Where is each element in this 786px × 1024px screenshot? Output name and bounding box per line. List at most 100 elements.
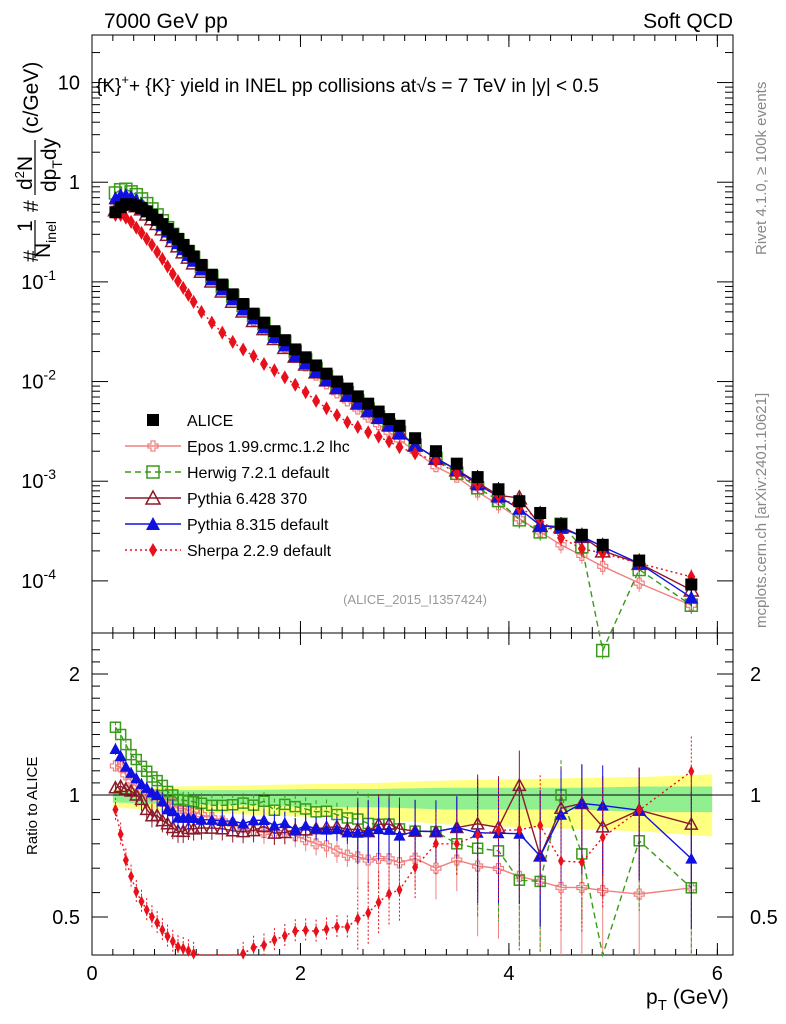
ratio-point-sherpa <box>344 921 351 934</box>
ratio-point-sherpa <box>138 895 145 908</box>
ratio-point-herwig <box>258 795 270 808</box>
data-point-sherpa <box>207 315 216 330</box>
ratio-point-pythia <box>151 789 164 800</box>
side-label-rivet: Rivet 4.1.0, ≥ 100k events <box>753 82 770 255</box>
ratio-point-pythia <box>165 819 181 834</box>
ratio-point-sherpa <box>313 925 320 938</box>
ratio-series-pythia <box>109 743 698 929</box>
ratio-point-pythia <box>187 812 200 824</box>
legend-label-epos: Epos 1.99.crmc.1.2 lhc <box>187 439 350 456</box>
ratio-point-sherpa <box>148 911 155 923</box>
ratio-point-pythia <box>247 814 260 826</box>
ratio-point-sherpa <box>495 824 502 837</box>
ratio-point-epos <box>393 857 406 869</box>
data-point-pythia <box>392 426 407 440</box>
data-point-sherpa <box>374 429 383 444</box>
data-point-pythia <box>329 381 344 395</box>
data-point-alice <box>596 538 609 551</box>
ratio-point-pythia <box>155 813 170 827</box>
ratio-point-pythia <box>160 816 175 830</box>
data-point-pythia <box>408 438 423 452</box>
ratio-point-pythia <box>119 760 132 772</box>
legend-marker-pythia <box>146 517 160 530</box>
ratio-point-sherpa <box>180 942 187 955</box>
ratio-point-sherpa <box>128 870 135 883</box>
ratio-point-sherpa <box>174 940 181 953</box>
data-point-sherpa <box>184 287 193 302</box>
svg-text:d2N: d2N <box>12 156 37 190</box>
ratio-point-pythia <box>134 791 149 806</box>
legend-marker-alice <box>147 414 159 426</box>
data-point-sherpa <box>147 237 156 252</box>
data-point-alice <box>205 268 218 281</box>
ratio-point-epos <box>409 852 421 864</box>
ratio-tick-label-left: 1 <box>69 785 80 807</box>
ratio-point-sherpa <box>281 929 288 942</box>
ratio-point-sherpa <box>302 924 309 937</box>
ratio-point-pythia <box>140 781 153 793</box>
ratio-point-pythia <box>330 823 343 835</box>
ratio-point-pythia <box>237 817 250 829</box>
data-point-pythia <box>371 411 386 425</box>
y-tick-label: 10-1 <box>21 267 56 294</box>
ratio-point-epos <box>115 761 127 773</box>
ratio-point-sherpa <box>688 765 695 778</box>
header-right: Soft QCD <box>643 10 733 33</box>
ratio-tick-label-right: 0.5 <box>750 907 778 929</box>
data-point-sherpa <box>142 231 151 246</box>
data-point-sherpa <box>189 294 198 309</box>
data-point-sherpa <box>557 530 566 545</box>
series-alice <box>109 198 698 594</box>
data-point-sherpa <box>173 274 182 289</box>
ratio-point-pythia <box>310 822 323 834</box>
data-point-alice <box>330 375 343 388</box>
svg-text:(c/GeV): (c/GeV) <box>20 62 43 134</box>
ratio-point-epos <box>451 854 463 866</box>
data-point-alice <box>268 325 281 338</box>
data-point-alice <box>372 405 385 418</box>
ratio-point-sherpa <box>333 920 340 933</box>
ratio-point-epos <box>331 845 343 857</box>
ratio-line-herwig <box>114 726 692 958</box>
ratio-point-pythia <box>114 750 127 762</box>
legend-label-alice: ALICE <box>187 413 233 430</box>
ratio-point-pythia <box>362 825 375 837</box>
ratio-point-pythia <box>129 787 144 801</box>
ratio-point-sherpa <box>122 854 129 867</box>
ratio-point-pythia <box>299 819 312 831</box>
ratio-point-epos <box>383 853 395 865</box>
data-point-alice <box>351 390 364 403</box>
ratio-point-sherpa <box>164 930 171 943</box>
ratio-point-pythia <box>216 814 229 826</box>
data-point-sherpa <box>332 408 341 423</box>
data-point-alice <box>393 419 406 432</box>
svg-text:dpTdy: dpTdy <box>38 137 65 192</box>
data-point-sherpa <box>364 425 373 440</box>
ratio-point-sherpa <box>250 941 257 954</box>
data-point-alice <box>195 258 208 271</box>
ratio-tick-label-left: 0.5 <box>52 907 80 929</box>
ratio-point-pythia <box>351 826 364 838</box>
data-point-alice <box>555 518 568 531</box>
data-point-epos <box>513 513 525 525</box>
data-point-alice <box>633 554 646 567</box>
data-point-herwig <box>595 643 610 658</box>
ratio-point-epos <box>320 840 333 852</box>
ratio-series <box>108 721 699 960</box>
ratio-point-sherpa <box>169 935 176 948</box>
ratio-point-sherpa <box>386 887 393 900</box>
ratio-point-pythia <box>225 823 240 837</box>
y-tick-label: 10-3 <box>21 466 56 493</box>
data-point-sherpa <box>301 385 310 400</box>
data-point-alice <box>247 307 260 320</box>
ratio-point-sherpa <box>578 856 585 869</box>
ratio-point-pythia <box>278 817 291 829</box>
ratio-point-pythia <box>372 823 385 835</box>
data-point-sherpa <box>168 266 177 281</box>
main-series <box>107 182 700 660</box>
ratio-point-pythia <box>341 826 354 838</box>
ratio-point-pythia <box>429 825 442 837</box>
ratio-point-pythia <box>166 805 179 817</box>
ratio-point-sherpa <box>240 947 247 960</box>
ratio-point-sherpa <box>143 903 150 916</box>
